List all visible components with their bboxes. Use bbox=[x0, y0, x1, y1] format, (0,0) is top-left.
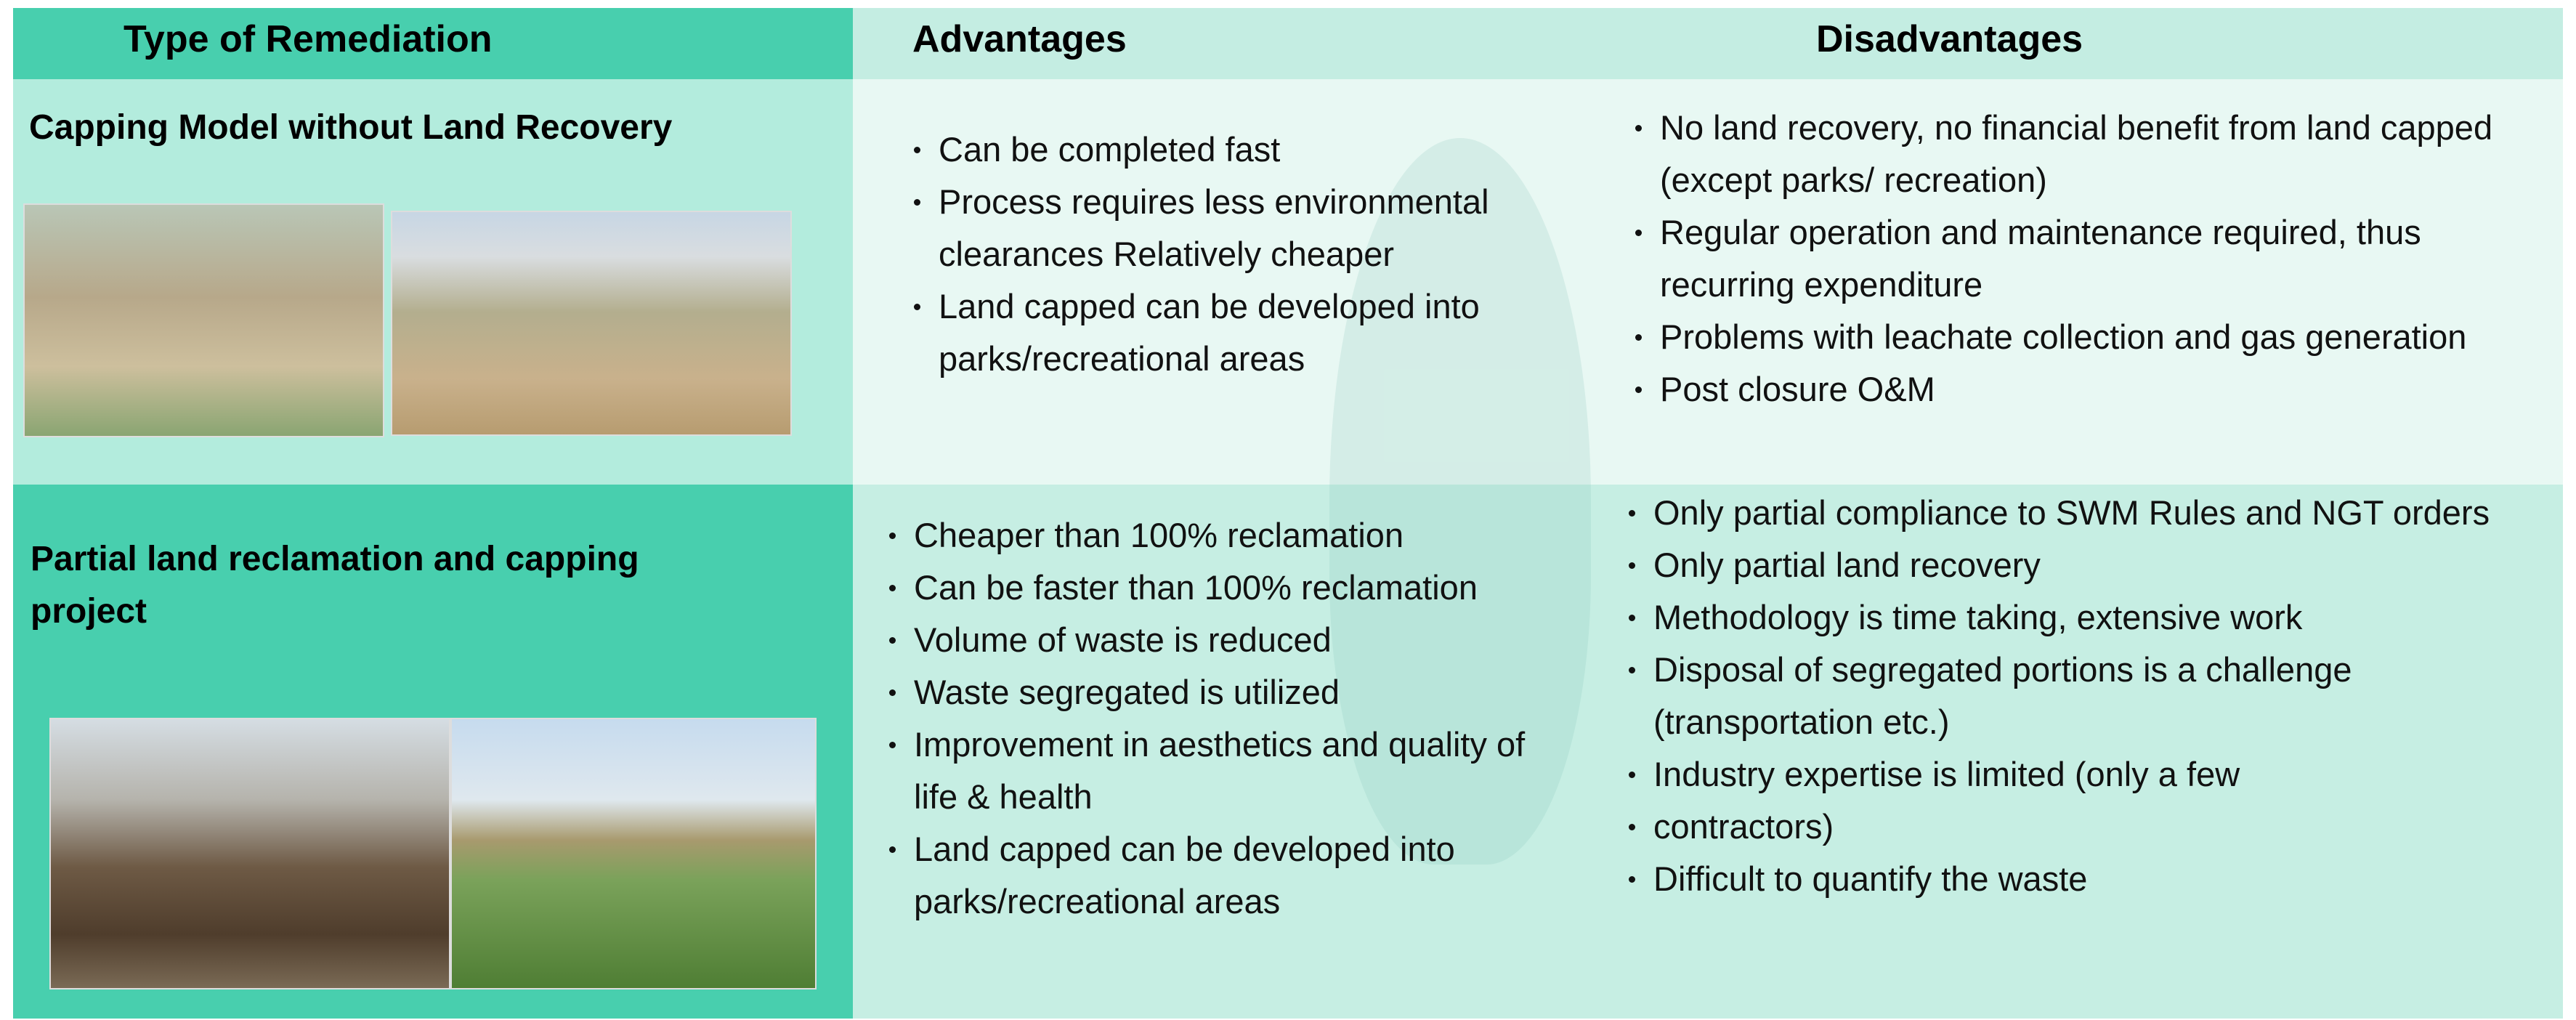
disadvantage: Only partial compliance to SWM Rules and… bbox=[1629, 487, 2559, 539]
disadvantage: contractors) bbox=[1629, 801, 2559, 853]
advantage: Improvement in aesthetics and quality of… bbox=[889, 719, 1543, 823]
remediation-type: Capping Model without Land Recovery bbox=[29, 108, 673, 147]
column-header: Disadvantages bbox=[1816, 18, 2083, 60]
disadvantage: Problems with leachate collection and ga… bbox=[1635, 311, 2551, 363]
disadvantage: Difficult to quantify the waste bbox=[1629, 853, 2559, 905]
photo bbox=[450, 718, 817, 989]
photo bbox=[23, 203, 384, 437]
disadvantages-list: No land recovery, no financial benefit f… bbox=[1635, 102, 2551, 416]
advantage: Can be completed fast bbox=[914, 124, 1568, 176]
advantage: Land capped can be developed into parks/… bbox=[914, 280, 1568, 385]
disadvantage: Disposal of segregated portions is a cha… bbox=[1629, 644, 2559, 748]
watermark bbox=[1329, 138, 1591, 865]
disadvantage: Post closure O&M bbox=[1635, 363, 2551, 416]
advantage: Cheaper than 100% reclamation bbox=[889, 509, 1543, 562]
header-cell bbox=[13, 8, 853, 79]
disadvantage: No land recovery, no financial benefit f… bbox=[1635, 102, 2551, 206]
column-header: Advantages bbox=[912, 18, 1127, 60]
remediation-type: Partial land reclamation and capping pro… bbox=[31, 540, 639, 631]
disadvantage: Only partial land recovery bbox=[1629, 539, 2559, 591]
disadvantage: Methodology is time taking, extensive wo… bbox=[1629, 591, 2559, 644]
disadvantage: Industry expertise is limited (only a fe… bbox=[1629, 748, 2559, 801]
header-cell bbox=[853, 8, 2563, 79]
advantage: Waste segregated is utilized bbox=[889, 666, 1543, 719]
photo bbox=[49, 718, 450, 989]
disadvantage: Regular operation and maintenance requir… bbox=[1635, 206, 2551, 311]
row-cell bbox=[853, 485, 2563, 1019]
advantage: Process requires less environmental clea… bbox=[914, 176, 1568, 280]
advantages-list: Cheaper than 100% reclamation Can be fast… bbox=[889, 509, 1543, 928]
advantage: Land capped can be developed into parks/… bbox=[889, 823, 1543, 928]
advantage: Can be faster than 100% reclamation bbox=[889, 562, 1543, 614]
advantages-list: Can be completed fast Process requires le… bbox=[914, 124, 1568, 385]
disadvantages-list: Only partial compliance to SWM Rules and… bbox=[1629, 487, 2559, 905]
advantage: Volume of waste is reduced bbox=[889, 614, 1543, 666]
photo bbox=[391, 211, 792, 436]
column-header: Type of Remediation bbox=[123, 18, 493, 60]
row-cell bbox=[853, 79, 2563, 485]
